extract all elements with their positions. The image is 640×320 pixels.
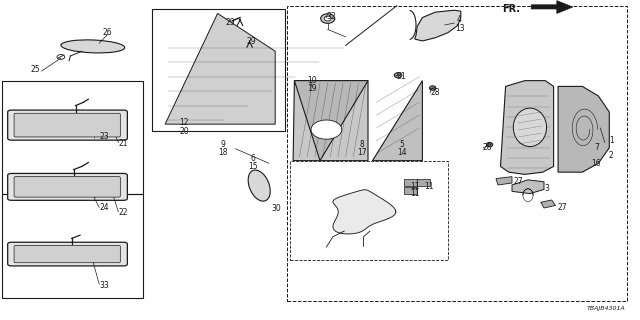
Polygon shape bbox=[500, 81, 554, 174]
Polygon shape bbox=[294, 81, 368, 161]
Text: 17: 17 bbox=[356, 148, 367, 157]
Text: 12: 12 bbox=[180, 118, 189, 127]
Ellipse shape bbox=[61, 40, 125, 53]
Text: 6: 6 bbox=[250, 154, 255, 163]
Text: 28: 28 bbox=[431, 88, 440, 97]
Text: 22: 22 bbox=[119, 208, 128, 217]
Bar bbox=[287, 6, 627, 301]
Text: 18: 18 bbox=[218, 148, 227, 157]
Polygon shape bbox=[558, 86, 609, 172]
Text: 27: 27 bbox=[513, 177, 524, 186]
Text: 23: 23 bbox=[99, 132, 109, 141]
Text: 9: 9 bbox=[220, 140, 225, 149]
Text: 16: 16 bbox=[591, 159, 602, 168]
FancyBboxPatch shape bbox=[14, 113, 120, 137]
Ellipse shape bbox=[324, 16, 332, 21]
Ellipse shape bbox=[91, 133, 97, 138]
Text: 10: 10 bbox=[307, 76, 317, 84]
Polygon shape bbox=[496, 177, 512, 185]
Ellipse shape bbox=[248, 170, 270, 201]
Text: 27: 27 bbox=[557, 203, 567, 212]
Text: 31: 31 bbox=[396, 72, 406, 81]
Text: 26: 26 bbox=[102, 28, 113, 36]
Text: 33: 33 bbox=[99, 281, 109, 290]
Text: 30: 30 bbox=[271, 204, 282, 213]
Polygon shape bbox=[165, 13, 275, 124]
Bar bbox=[2, 194, 143, 298]
Ellipse shape bbox=[311, 120, 342, 139]
Text: 7: 7 bbox=[594, 143, 599, 152]
FancyBboxPatch shape bbox=[14, 245, 120, 263]
Text: 24: 24 bbox=[99, 203, 109, 212]
Text: 14: 14 bbox=[397, 148, 407, 157]
Polygon shape bbox=[333, 190, 396, 234]
Text: 15: 15 bbox=[248, 162, 258, 171]
Text: 28: 28 bbox=[483, 143, 492, 152]
Bar bbox=[404, 179, 417, 186]
Text: 11: 11 bbox=[424, 182, 433, 191]
Ellipse shape bbox=[394, 144, 406, 151]
Polygon shape bbox=[541, 200, 556, 208]
Ellipse shape bbox=[349, 144, 361, 151]
Text: FR.: FR. bbox=[502, 4, 520, 14]
Ellipse shape bbox=[92, 193, 98, 197]
Ellipse shape bbox=[429, 86, 436, 90]
Ellipse shape bbox=[321, 14, 335, 23]
Ellipse shape bbox=[86, 260, 93, 264]
Text: 11: 11 bbox=[410, 189, 419, 198]
Text: 32: 32 bbox=[326, 12, 337, 20]
Text: 5: 5 bbox=[399, 140, 404, 149]
Polygon shape bbox=[293, 81, 368, 161]
Text: 20: 20 bbox=[179, 127, 189, 136]
Text: 19: 19 bbox=[307, 84, 317, 93]
Text: 1: 1 bbox=[609, 136, 614, 145]
Ellipse shape bbox=[394, 73, 402, 78]
Text: 4: 4 bbox=[457, 15, 462, 24]
Text: 29: 29 bbox=[246, 37, 257, 46]
FancyBboxPatch shape bbox=[14, 177, 120, 197]
Bar bbox=[290, 161, 448, 260]
Text: 29: 29 bbox=[225, 18, 236, 27]
Bar bbox=[417, 179, 430, 186]
Ellipse shape bbox=[486, 142, 493, 147]
Ellipse shape bbox=[513, 108, 547, 147]
Text: 13: 13 bbox=[454, 24, 465, 33]
FancyBboxPatch shape bbox=[8, 110, 127, 140]
FancyBboxPatch shape bbox=[8, 242, 127, 266]
Bar bbox=[404, 187, 417, 194]
Polygon shape bbox=[531, 1, 573, 13]
Bar bbox=[2, 81, 143, 194]
Polygon shape bbox=[512, 180, 544, 194]
Text: 11: 11 bbox=[410, 182, 419, 191]
Polygon shape bbox=[415, 10, 461, 41]
Text: 21: 21 bbox=[119, 139, 128, 148]
Text: 25: 25 bbox=[30, 65, 40, 74]
Text: TBAJB4301A: TBAJB4301A bbox=[587, 306, 626, 311]
Polygon shape bbox=[372, 81, 422, 161]
Text: 2: 2 bbox=[609, 151, 614, 160]
Text: 3: 3 bbox=[545, 184, 550, 193]
Text: 8: 8 bbox=[359, 140, 364, 149]
Bar bbox=[152, 9, 285, 131]
FancyBboxPatch shape bbox=[8, 173, 127, 200]
